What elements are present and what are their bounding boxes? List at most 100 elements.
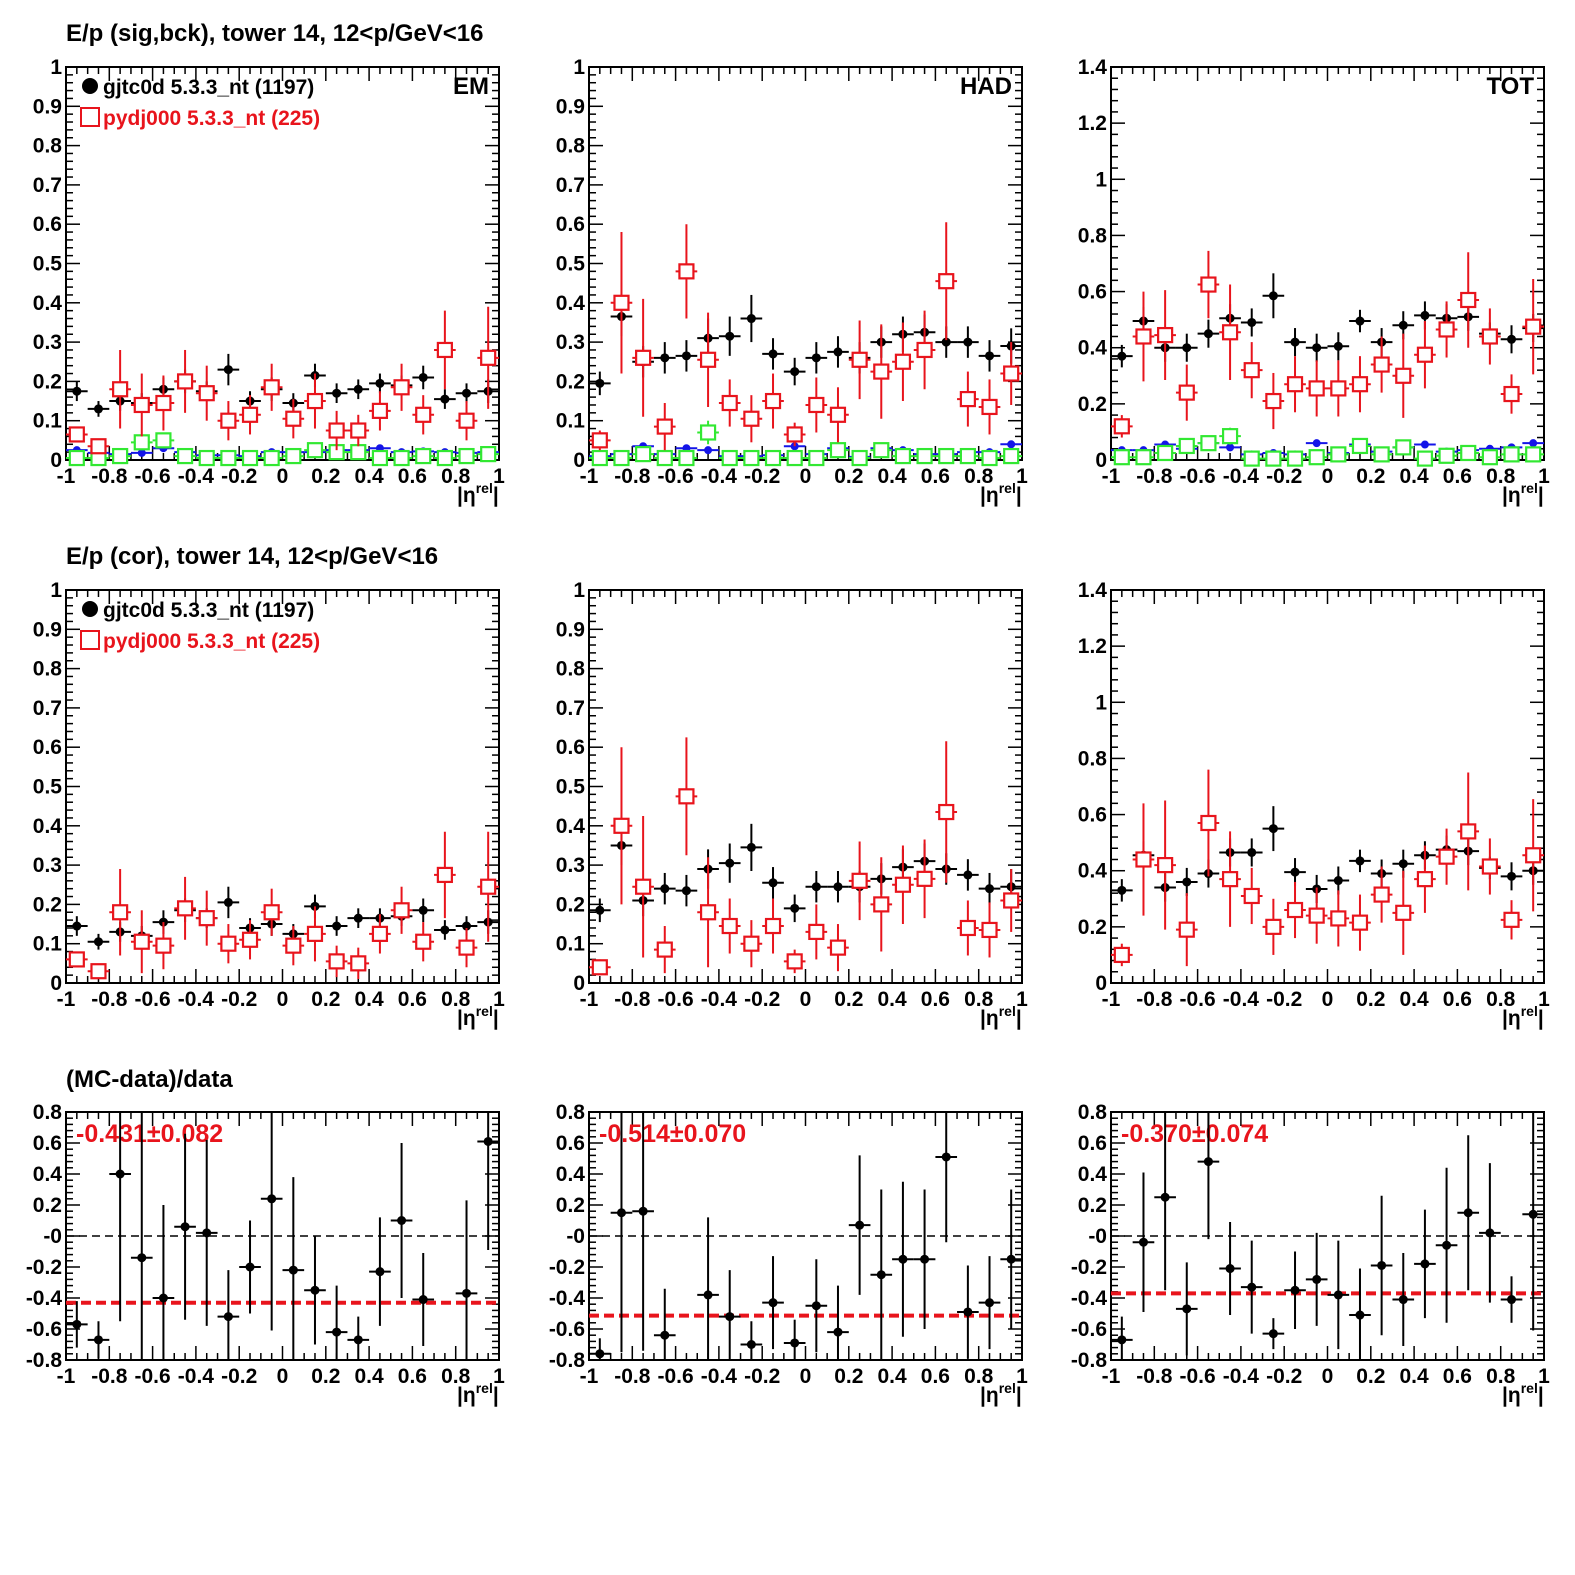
data-point — [1525, 446, 1542, 463]
y-tick-label: 0.6 — [556, 1132, 585, 1155]
y-tick-label: 1.2 — [1078, 112, 1107, 135]
data-point — [1312, 1274, 1322, 1284]
x-tick-label: -0.2 — [1266, 988, 1302, 1011]
data-point — [1182, 877, 1192, 887]
x-tick-label: -0.8 — [1136, 465, 1173, 488]
data-point — [332, 388, 342, 398]
plot-frame — [1110, 66, 1545, 461]
x-tick-label: -0.4 — [1223, 465, 1260, 488]
x-tick-label: 0.8 — [1486, 1365, 1516, 1388]
data-point — [480, 349, 497, 366]
x-tick-label: -0.4 — [701, 988, 738, 1011]
data-point — [72, 921, 82, 931]
data-point — [1507, 1295, 1517, 1305]
y-tick-label: 0.8 — [556, 1101, 586, 1124]
data-point — [1351, 437, 1369, 455]
x-tick-label: -0.2 — [221, 1365, 257, 1388]
data-point — [1286, 376, 1304, 393]
y-tick-label: 0.7 — [33, 174, 62, 197]
data-point — [1135, 449, 1152, 466]
y-tick-label: 0.4 — [1078, 337, 1108, 360]
y-tick-label: 0.8 — [33, 135, 63, 158]
data-point — [1178, 384, 1195, 401]
y-tick-label: 0.2 — [556, 370, 585, 393]
x-tick-label: 0.4 — [1399, 988, 1429, 1011]
data-point — [112, 381, 129, 398]
data-point — [115, 1169, 125, 1179]
x-tick-label: 0.8 — [964, 465, 994, 488]
data-point — [393, 902, 410, 919]
x-tick-label: 0.2 — [1356, 465, 1385, 488]
data-point — [1221, 324, 1239, 341]
data-point — [1333, 341, 1343, 351]
x-tick-label: 0.4 — [1399, 465, 1429, 488]
data-point — [415, 933, 432, 950]
data-point — [616, 1208, 626, 1218]
data-point — [371, 402, 389, 419]
data-point — [68, 449, 85, 467]
data-point — [876, 1270, 886, 1280]
x-tick-label: 0.8 — [1486, 465, 1516, 488]
legend-mc-label: pydj000 5.3.3_nt (225) — [103, 107, 320, 130]
data-point — [198, 385, 215, 402]
y-tick-label: -0.2 — [1071, 1256, 1107, 1279]
data-point — [158, 1293, 168, 1303]
y-tick-label: 0 — [573, 449, 585, 472]
data-point — [418, 372, 428, 382]
data-point — [1006, 1254, 1016, 1264]
data-point — [155, 394, 172, 412]
x-axis-label: |ηrel| — [980, 480, 1022, 507]
data-point — [480, 878, 497, 895]
x-tick-label: -0.2 — [1266, 465, 1302, 488]
data-point — [220, 935, 237, 952]
data-point — [829, 939, 847, 956]
y-tick-label: 0.8 — [33, 658, 63, 681]
data-point — [1503, 911, 1520, 928]
data-point — [873, 896, 890, 913]
data-point — [1420, 310, 1430, 320]
x-tick-label: 0.2 — [311, 1365, 340, 1388]
x-tick-label: 0 — [1322, 988, 1334, 1011]
y-tick-label: 0.6 — [1078, 1132, 1107, 1155]
data-point — [263, 904, 280, 921]
data-point — [1243, 362, 1260, 379]
x-axis-label: |ηrel| — [980, 1380, 1022, 1407]
data-point — [155, 937, 172, 954]
data-point — [613, 817, 630, 834]
data-point — [1416, 871, 1434, 888]
data-point — [1003, 365, 1020, 382]
x-tick-label: 0.6 — [1443, 988, 1472, 1011]
data-point — [241, 406, 259, 423]
series-mc — [1111, 250, 1544, 438]
x-tick-label: -0.8 — [614, 988, 651, 1011]
y-tick-label: 1 — [1095, 168, 1107, 191]
chart-panel-0-0: -1 -0.8 -0.6 -0.4 -0.2 0 0.2 0.4 0.6 0.8 1 0 0.1 0.2 0… — [33, 56, 505, 507]
data-point — [332, 921, 342, 931]
y-tick-label: -0.8 — [1071, 1349, 1108, 1372]
data-point — [223, 897, 233, 907]
data-point — [1225, 1264, 1235, 1274]
legend: gjtc0d 5.3.3_nt (1197) pydj000 5.3.3_nt (… — [80, 599, 320, 653]
data-point — [1117, 1335, 1127, 1345]
y-tick-label: 0 — [1095, 449, 1107, 472]
data-point — [353, 384, 363, 394]
data-point — [656, 941, 673, 958]
data-point — [353, 1335, 363, 1345]
data-point — [133, 396, 150, 414]
y-tick-label: 0.3 — [33, 331, 62, 354]
data-point — [68, 426, 85, 443]
x-tick-label: -1 — [57, 988, 76, 1011]
y-tick-label: 0.6 — [556, 213, 585, 236]
y-tick-label: 0.7 — [33, 697, 62, 720]
data-point — [310, 1285, 320, 1295]
y-tick-label: 0.2 — [1078, 916, 1107, 939]
x-tick-label: 0.6 — [398, 1365, 427, 1388]
data-point — [1268, 824, 1278, 834]
data-point — [985, 884, 995, 894]
data-point — [415, 447, 432, 465]
x-tick-label: -0.6 — [135, 465, 171, 488]
data-point — [1157, 856, 1174, 874]
data-point — [1420, 1259, 1430, 1269]
data-point — [1247, 1282, 1257, 1292]
data-point — [985, 1298, 995, 1308]
